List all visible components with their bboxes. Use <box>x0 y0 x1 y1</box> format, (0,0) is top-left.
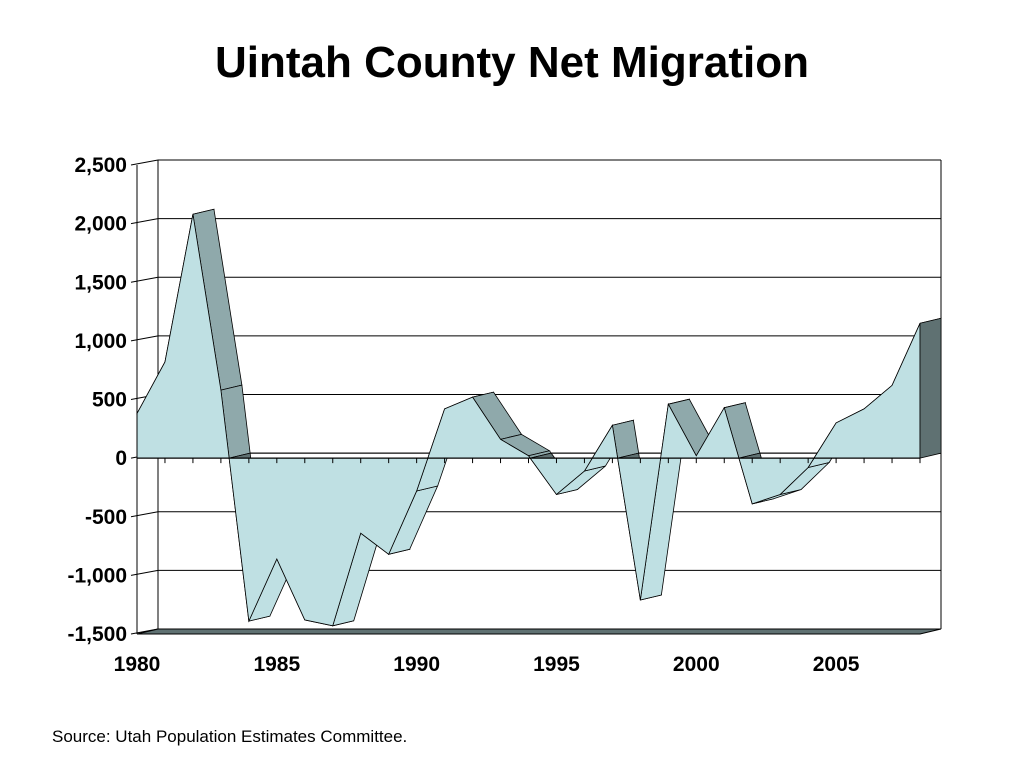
gridline-depth-7 <box>130 218 159 225</box>
y-tick-label-7: 2,000 <box>74 213 127 236</box>
x-tick-label-3: 1995 <box>533 653 580 676</box>
y-tick-label-3: 0 <box>115 447 127 470</box>
area-end-cap <box>919 317 942 459</box>
gridline-depth-6 <box>130 276 159 283</box>
y-tick-label-8: 2,500 <box>74 154 127 177</box>
gridline-depth-1 <box>130 569 159 576</box>
x-tick-label-0: 1980 <box>114 653 161 676</box>
x-tick-label-2: 1990 <box>393 653 440 676</box>
area-front <box>136 214 921 627</box>
x-tick-label-1: 1985 <box>253 653 300 676</box>
gridline-depth-5 <box>130 335 159 342</box>
y-tick-label-5: 1,000 <box>74 330 127 353</box>
y-tick-label-4: 500 <box>92 389 127 412</box>
y-tick-label-2: -500 <box>85 506 127 529</box>
floor <box>136 628 942 635</box>
source-note: Source: Utah Population Estimates Commit… <box>52 727 408 746</box>
gridline-depth-8 <box>130 159 159 166</box>
gridline-depth-2 <box>130 511 159 518</box>
y-tick-label-0: -1,500 <box>67 623 127 646</box>
y-tick-label-1: -1,000 <box>67 564 127 587</box>
chart-title: Uintah County Net Migration <box>215 38 809 87</box>
x-tick-label-4: 2000 <box>673 653 720 676</box>
x-tick-label-5: 2005 <box>813 653 860 676</box>
y-tick-label-6: 1,500 <box>74 271 127 294</box>
